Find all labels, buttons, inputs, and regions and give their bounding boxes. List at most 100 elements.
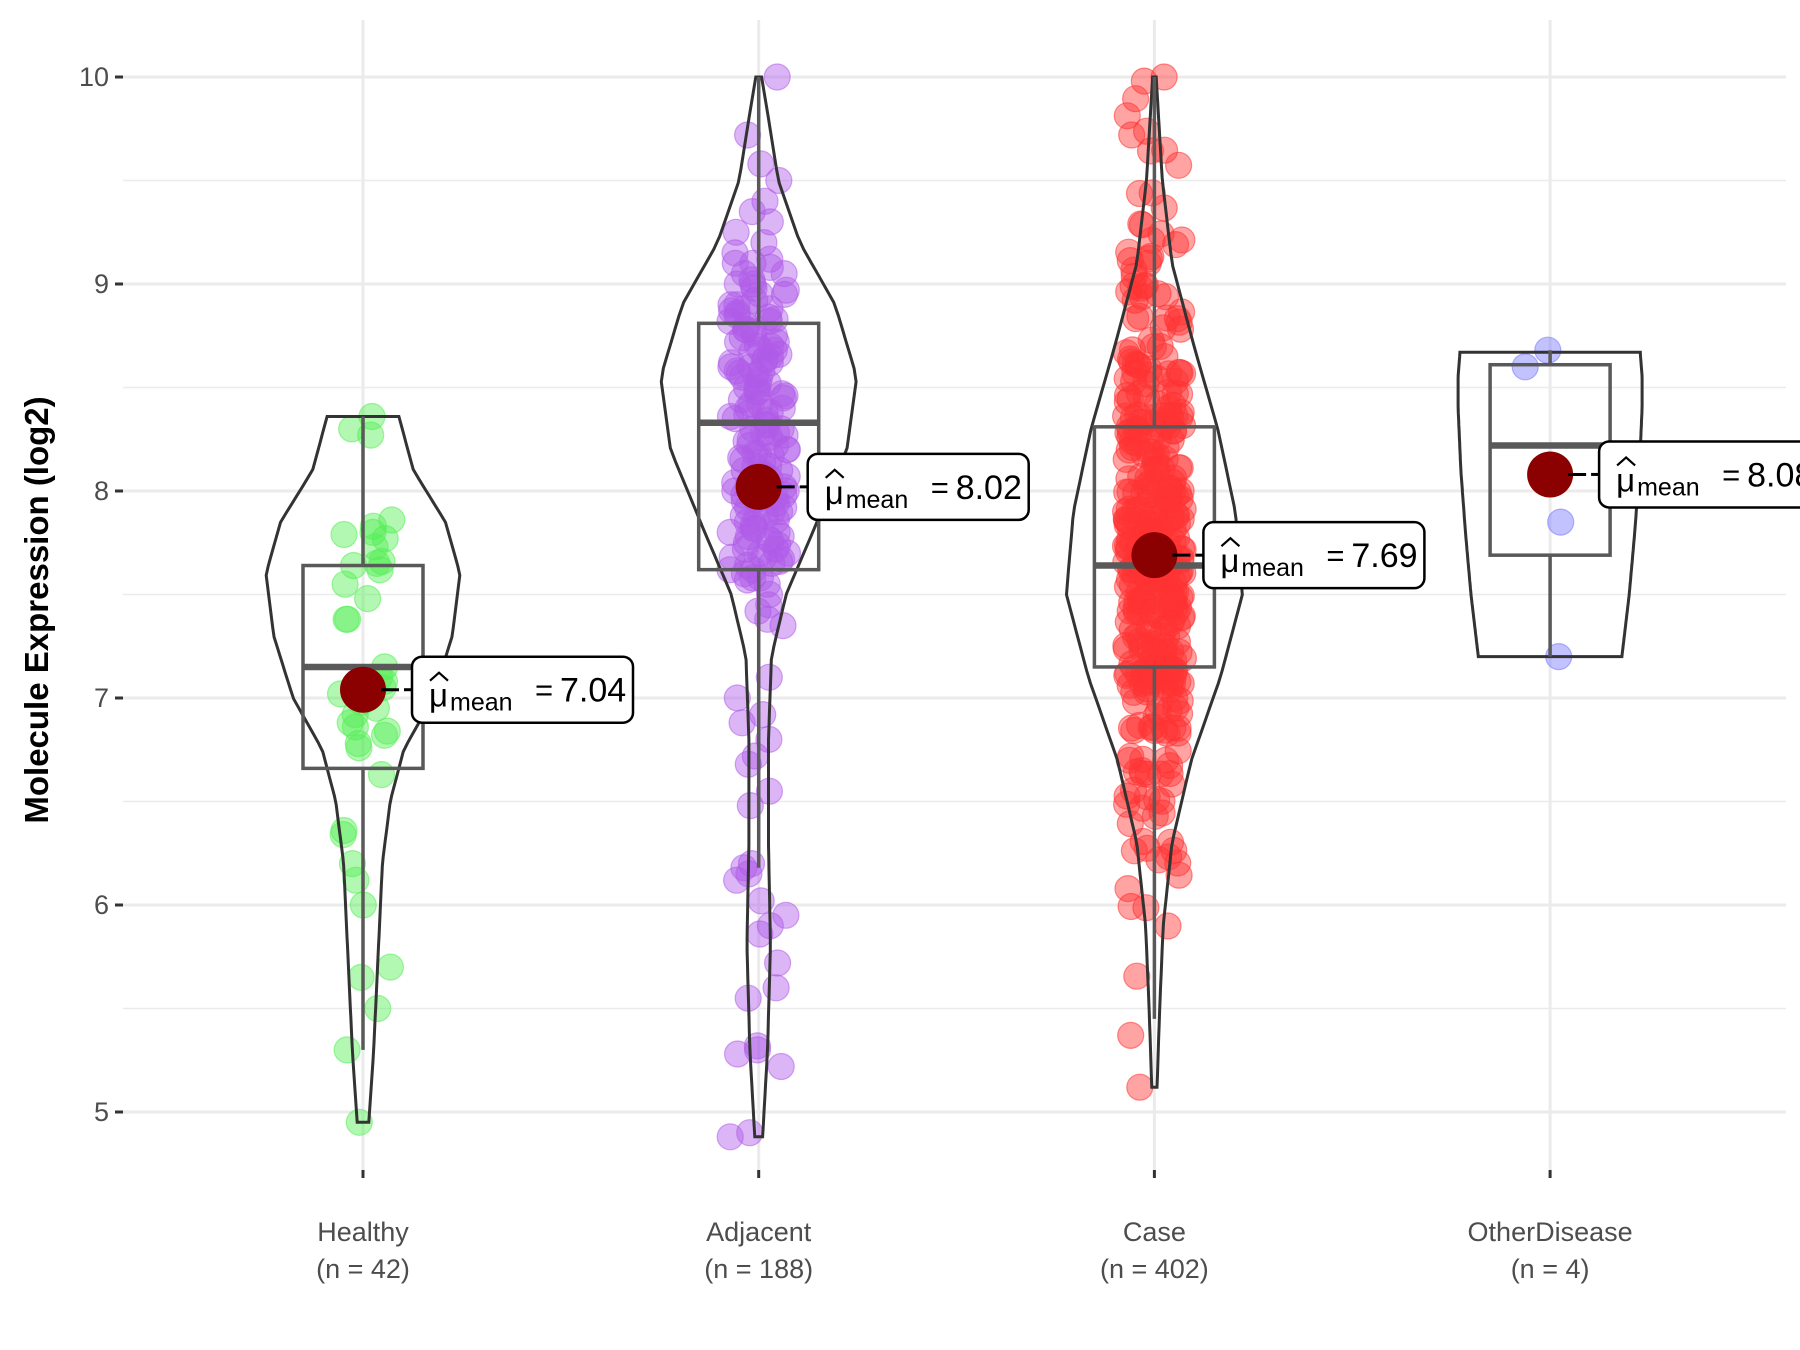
data-point xyxy=(342,866,370,894)
mean-label-box xyxy=(1597,440,1800,509)
data-point xyxy=(1112,506,1141,534)
group-case: μ mean = 7.69 xyxy=(1064,63,1426,1101)
data-point xyxy=(1154,394,1183,422)
y-tick-label: 10 xyxy=(79,62,109,92)
data-point xyxy=(1118,336,1147,364)
data-point xyxy=(723,1040,752,1068)
mean-label-subscript: mean xyxy=(450,689,513,717)
data-point xyxy=(1113,102,1141,130)
data-point xyxy=(721,239,749,267)
data-point xyxy=(739,514,767,542)
mean-label: μ mean = 7.69 xyxy=(1202,520,1426,590)
data-point xyxy=(347,963,375,992)
mean-point xyxy=(735,463,782,510)
data-point xyxy=(1118,588,1146,616)
x-tick-n-label-case: (n = 402) xyxy=(1100,1254,1209,1284)
mean-label-equals: = xyxy=(1326,538,1344,573)
data-point xyxy=(332,605,360,633)
data-point xyxy=(773,436,801,464)
mean-label-mu: μ xyxy=(825,474,844,511)
y-tick-label: 6 xyxy=(94,890,109,920)
violin-outline xyxy=(264,415,462,1124)
data-point xyxy=(755,580,784,609)
box xyxy=(696,321,821,572)
data-point xyxy=(1123,962,1151,990)
data-point xyxy=(721,249,749,277)
x-tick-label-healthy: Healthy xyxy=(317,1217,409,1247)
data-point xyxy=(341,713,369,741)
mean-label-value: 8.08 xyxy=(1747,456,1800,494)
x-tick-label-adjacent: Adjacent xyxy=(706,1217,812,1247)
data-point xyxy=(354,584,382,613)
data-point xyxy=(1153,304,1181,332)
data-point xyxy=(736,425,764,453)
hat-icon xyxy=(1616,455,1636,467)
mean-label-subscript: mean xyxy=(846,486,909,514)
data-point xyxy=(737,338,766,366)
data-point xyxy=(1144,698,1173,726)
x-tick-n-label-otherdisease: (n = 4) xyxy=(1511,1254,1590,1284)
group-healthy: μ mean = 7.04 xyxy=(264,402,635,1136)
data-point xyxy=(723,270,751,298)
x-tick-n-label-adjacent: (n = 188) xyxy=(704,1254,813,1284)
mean-label-mu: μ xyxy=(1220,542,1239,579)
data-point xyxy=(1154,912,1182,940)
x-tick-label-case: Case xyxy=(1123,1217,1186,1247)
violin-outline xyxy=(1064,75,1244,1089)
data-point xyxy=(1156,759,1184,788)
data-point xyxy=(1125,711,1154,740)
data-point xyxy=(767,1052,795,1081)
data-point xyxy=(1547,508,1575,536)
data-point xyxy=(330,520,358,549)
mean-label-mu: μ xyxy=(1616,461,1635,498)
data-point xyxy=(750,347,779,375)
hat-icon xyxy=(824,468,845,479)
mean-label-mu: μ xyxy=(429,677,448,714)
data-point xyxy=(733,566,762,594)
data-point xyxy=(1169,495,1197,523)
mean-label-equals: = xyxy=(931,470,949,505)
mean-label-equals: = xyxy=(1722,457,1740,492)
violin-outline xyxy=(1456,350,1644,659)
mean-label-value: 8.02 xyxy=(956,469,1022,507)
data-point xyxy=(769,611,797,640)
violin-outline xyxy=(659,75,858,1139)
data-point xyxy=(1168,360,1197,388)
data-point xyxy=(1165,700,1194,728)
data-point xyxy=(359,518,387,547)
data-point xyxy=(367,760,396,789)
data-point xyxy=(740,318,768,346)
data-point xyxy=(1151,632,1179,660)
data-point xyxy=(747,150,775,178)
data-point xyxy=(1132,370,1160,398)
data-point xyxy=(717,297,746,325)
mean-point xyxy=(1527,451,1574,498)
x-tick-label-otherdisease: OtherDisease xyxy=(1468,1217,1633,1247)
data-point xyxy=(345,734,373,762)
mean-label: μ mean = 8.02 xyxy=(806,452,1030,522)
data-point xyxy=(1158,589,1187,617)
data-point xyxy=(329,820,357,849)
data-point xyxy=(338,849,366,878)
data-point xyxy=(772,276,800,304)
mean-label: μ mean = 7.04 xyxy=(410,655,635,724)
y-tick-label: 8 xyxy=(94,476,109,506)
data-point xyxy=(761,305,789,333)
data-point xyxy=(336,709,364,737)
data-point xyxy=(1161,367,1190,395)
mean-label-equals: = xyxy=(535,673,553,708)
data-point xyxy=(1534,336,1562,364)
y-tick-label: 5 xyxy=(94,1097,109,1127)
data-point xyxy=(1159,417,1188,445)
data-point xyxy=(331,570,359,598)
data-point xyxy=(738,198,766,226)
data-point xyxy=(722,866,751,894)
mean-label-value: 7.04 xyxy=(560,672,626,710)
x-axis: Healthy (n = 42) Adjacent (n = 188) Case (n =… xyxy=(316,1170,1633,1284)
mean-label-box xyxy=(1202,520,1426,590)
data-point xyxy=(768,380,796,408)
data-point xyxy=(378,506,406,534)
data-point xyxy=(1155,751,1184,780)
data-point xyxy=(772,901,800,929)
